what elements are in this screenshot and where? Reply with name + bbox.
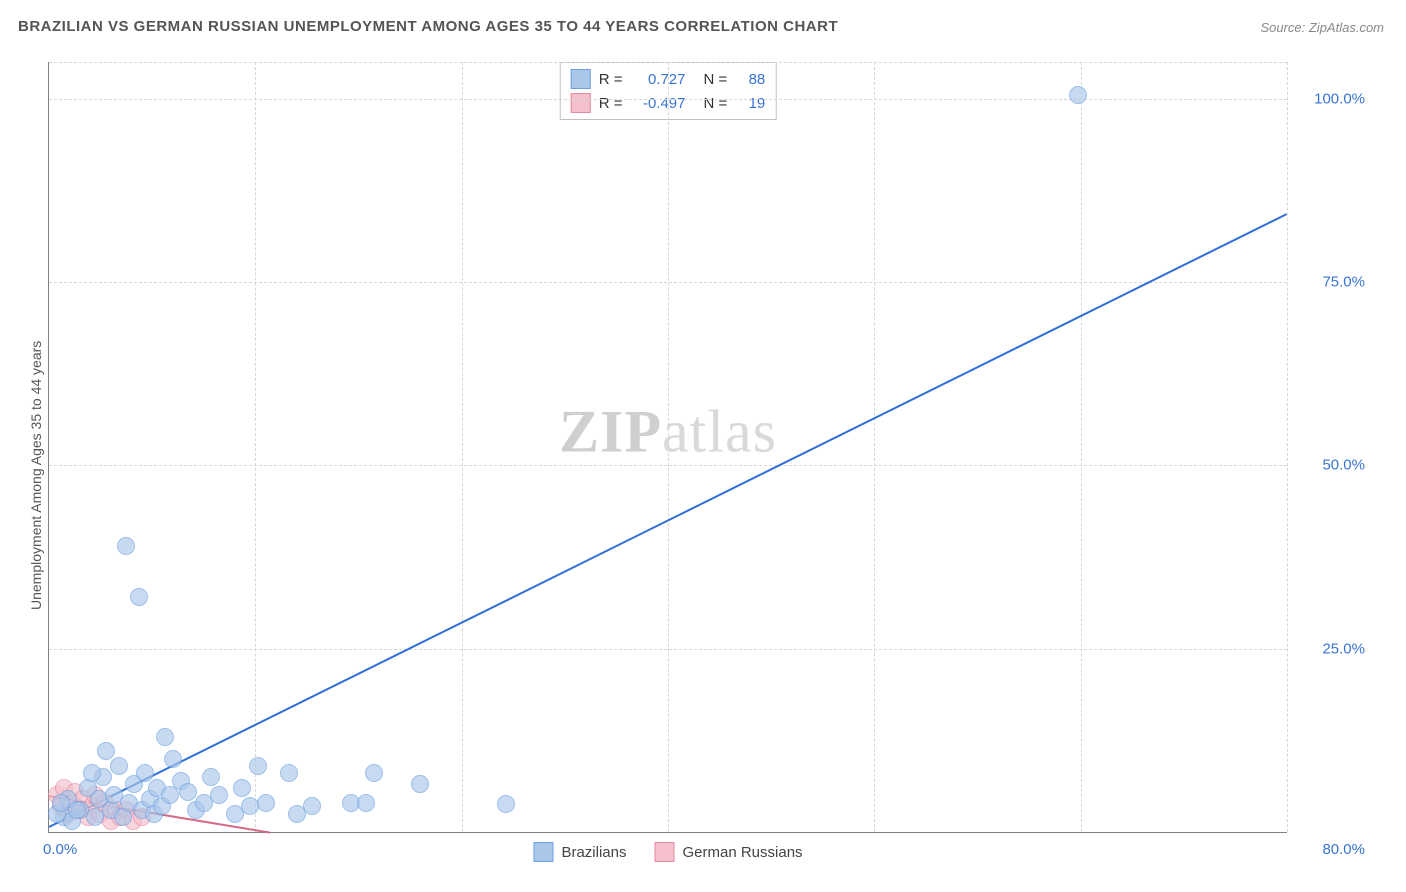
y-axis-label: Unemployment Among Ages 35 to 44 years [28,341,44,610]
watermark-zip: ZIP [559,398,662,464]
data-point [52,794,70,812]
series-swatch [571,69,591,89]
legend: Brazilians German Russians [533,842,802,862]
gridline-vertical [462,62,463,832]
data-point [241,797,259,815]
x-tick-label: 80.0% [1295,841,1365,858]
legend-label: German Russians [682,844,802,861]
n-label: N = [704,71,728,88]
data-point [257,794,275,812]
scatter-plot: ZIPatlas R =0.727N =88R =-0.497N =19 Bra… [48,62,1287,833]
gridline-vertical [668,62,669,832]
series-swatch [571,93,591,113]
y-tick-label: 75.0% [1295,274,1365,291]
data-point [365,764,383,782]
y-tick-label: 25.0% [1295,640,1365,657]
legend-item: Brazilians [533,842,626,862]
legend-swatch [533,842,553,862]
n-label: N = [704,95,728,112]
data-point [233,779,251,797]
data-point [411,775,429,793]
y-tick-label: 100.0% [1295,90,1365,107]
watermark-atlas: atlas [662,398,777,464]
r-label: R = [599,71,623,88]
chart-title: BRAZILIAN VS GERMAN RUSSIAN UNEMPLOYMENT… [18,18,838,35]
legend-label: Brazilians [561,844,626,861]
n-value: 19 [735,95,765,112]
r-value: -0.497 [631,95,686,112]
data-point [497,795,515,813]
legend-item: German Russians [654,842,802,862]
data-point [130,588,148,606]
data-point [195,794,213,812]
source-label: Source: ZipAtlas.com [1260,20,1384,35]
data-point [1069,86,1087,104]
data-point [68,801,86,819]
r-value: 0.727 [631,71,686,88]
data-point [97,742,115,760]
gridline-vertical [874,62,875,832]
r-label: R = [599,95,623,112]
gridline-vertical [1287,62,1288,832]
data-point [164,750,182,768]
data-point [249,757,267,775]
x-tick-label: 0.0% [43,841,77,858]
data-point [280,764,298,782]
data-point [117,537,135,555]
y-tick-label: 50.0% [1295,457,1365,474]
data-point [83,764,101,782]
data-point [202,768,220,786]
data-point [210,786,228,804]
data-point [161,786,179,804]
data-point [110,757,128,775]
gridline-vertical [255,62,256,832]
data-point [303,797,321,815]
data-point [156,728,174,746]
gridline-vertical [1081,62,1082,832]
n-value: 88 [735,71,765,88]
legend-swatch [654,842,674,862]
data-point [357,794,375,812]
